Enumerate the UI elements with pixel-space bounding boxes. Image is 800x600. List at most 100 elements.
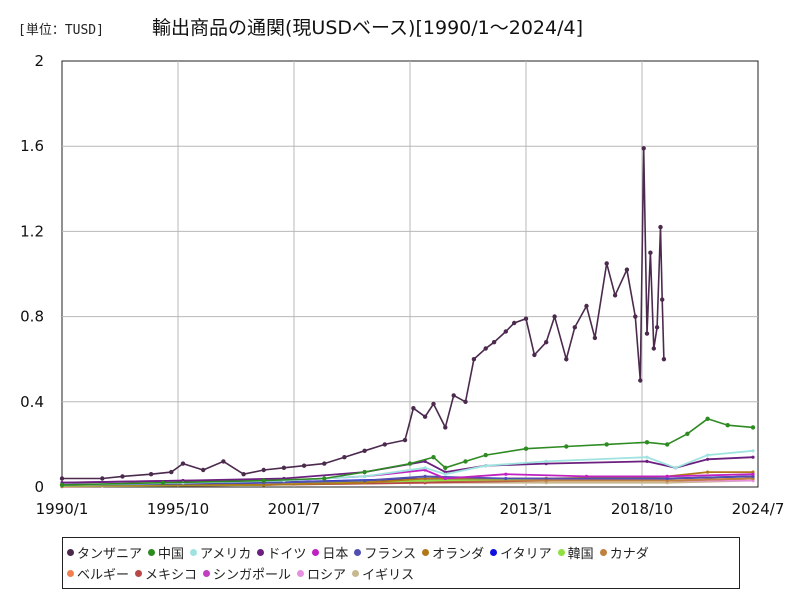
series-point [751,455,755,459]
x-tick-label: 1995/10 [147,500,209,518]
series-point [532,352,537,358]
series-point [751,474,755,478]
legend-marker-icon [190,549,198,556]
series-point [612,293,618,298]
series-point [641,146,646,151]
legend-marker-icon [257,549,265,556]
legend-label: オランダ [432,547,485,562]
y-tick-label: 2 [34,52,44,70]
y-tick-label: 1.6 [20,137,44,155]
y-tick-label: 1.2 [20,222,44,240]
series-point [648,250,653,255]
legend-label: ベルギー [77,568,130,583]
series-point [382,442,387,447]
series-point [261,467,266,473]
legend-row-2: ベルギー メキシコ シンガポール ロシア イギリス [67,563,735,584]
series-point [645,459,649,463]
series-point [592,335,598,341]
y-tick-label: 0.8 [20,308,44,326]
series-point [201,467,206,473]
series-point [544,340,549,345]
y-tick-label: 0 [34,478,44,496]
x-tick-label: 1990/1 [36,500,89,518]
series-point [638,378,643,383]
series-point [59,476,65,481]
x-tick-label: 2024/7 [732,500,785,518]
series-point [261,478,266,483]
series-point [148,472,154,477]
series-point [411,406,416,411]
series-point [503,329,508,334]
legend-label: イタリア [500,547,552,562]
series-point [624,267,630,272]
legend-item: 日本 [312,543,348,562]
series-point [443,425,448,430]
series-point [451,393,456,398]
legend-item: イギリス [352,564,414,583]
legend-item: ドイツ [257,543,306,562]
x-tick-label: 2001/7 [268,500,321,518]
series-point [544,459,548,463]
series-point [169,469,174,475]
legend-row-1: タンザニア 中国 アメリカ ドイツ 日本 フランス オランダ イタリア 韓国 カナダ [67,542,735,563]
legend-label: シンガポール [213,568,292,583]
series-point [665,474,669,478]
series-point [750,425,756,430]
series-point [443,472,447,476]
series-point [160,480,166,485]
series-point [59,482,65,488]
series-point [751,472,755,476]
series-point [262,483,266,487]
series-point [604,261,609,266]
series-point [463,399,468,404]
series-point [685,431,690,436]
series-point [584,474,589,478]
series-point [423,468,427,472]
series-point [651,346,656,351]
series-point [665,442,670,447]
legend-item: ベルギー [67,564,129,583]
legend-item: 中国 [148,543,184,562]
legend-item: オランダ [422,543,484,562]
legend-item: イタリア [490,543,552,562]
series-point [645,455,649,459]
legend-label: イギリス [362,568,415,583]
legend-marker-icon [354,549,362,556]
series-point [523,446,529,451]
series-point [644,440,650,445]
series-point [572,325,577,330]
x-tick-label: 2007/4 [384,500,437,518]
series-point [407,461,413,466]
legend-marker-icon [148,549,156,556]
unit-label: [単位：TUSD] [18,23,104,38]
series-point [443,476,447,481]
legend-item: ロシア [297,564,346,583]
series-point [483,452,488,458]
series-point [423,466,427,470]
y-tick-label: 0.4 [20,393,44,411]
series-point [705,416,710,421]
legend-label: 韓国 [567,547,594,562]
series-point [552,314,557,319]
legend-item: アメリカ [190,543,251,562]
legend-label: アメリカ [200,547,252,562]
series-point [431,401,436,407]
series-point [654,325,660,330]
x-tick-label: 2013/1 [500,500,553,518]
legend-label: カナダ [609,547,649,562]
legend-item: カナダ [599,543,649,562]
series-point [491,340,497,345]
series-point [241,472,246,477]
legend-marker-icon [297,570,305,577]
legend-marker-icon [352,570,360,577]
series-point [281,465,287,470]
series-point [431,455,436,460]
series-point [363,479,367,483]
series-point [512,320,517,326]
series-point [661,357,667,362]
series-point [564,357,569,362]
series-point [544,462,548,466]
series-point [471,357,477,362]
series-point [221,459,226,464]
legend-marker-icon [557,549,565,556]
